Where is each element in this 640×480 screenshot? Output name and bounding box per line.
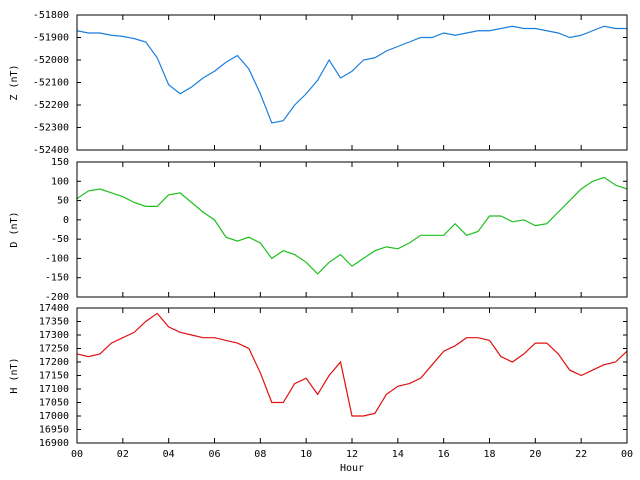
x-tick-label: 02 (117, 449, 129, 460)
y-tick-label: 100 (51, 176, 69, 187)
x-tick-label: 20 (529, 449, 541, 460)
x-tick-label: 18 (483, 449, 495, 460)
x-axis-label: Hour (340, 463, 364, 474)
y-tick-label: -150 (45, 273, 69, 284)
y-tick-label: -100 (45, 253, 69, 264)
x-tick-label: 16 (438, 449, 450, 460)
panel-frame (76, 14, 628, 151)
x-tick-label: 00 (621, 449, 633, 460)
y-tick-label: 17200 (39, 357, 69, 368)
y-tick-label: -52000 (33, 55, 69, 66)
y-tick-label: 17250 (39, 344, 69, 355)
y-tick-label: 0 (63, 215, 69, 226)
panel-frame (76, 307, 628, 444)
y-tick-label: 16900 (39, 438, 69, 449)
y-tick-label: 150 (51, 157, 69, 168)
y-tick-label: 17400 (39, 303, 69, 314)
y-tick-label: -200 (45, 292, 69, 303)
y-tick-label: 17000 (39, 411, 69, 422)
y-tick-label: 17300 (39, 330, 69, 341)
y-tick-label: -50 (51, 234, 69, 245)
y-tick-label: -51900 (33, 33, 69, 44)
x-tick-label: 00 (71, 449, 83, 460)
y-tick-label: 17100 (39, 384, 69, 395)
y-axis-label: Z (nT) (9, 64, 20, 100)
x-tick-label: 12 (346, 449, 358, 460)
x-tick-label: 04 (163, 449, 175, 460)
y-tick-label: 16950 (39, 425, 69, 436)
data-line (76, 312, 628, 417)
y-tick-label: -52100 (33, 78, 69, 89)
x-tick-label: 08 (254, 449, 266, 460)
panel-frame (76, 161, 628, 298)
y-tick-label: 17150 (39, 371, 69, 382)
y-tick-label: -52300 (33, 123, 69, 134)
y-tick-label: 17350 (39, 317, 69, 328)
y-tick-label: -52400 (33, 145, 69, 156)
y-axis-label: D (nT) (9, 211, 20, 247)
x-tick-label: 14 (392, 449, 404, 460)
x-tick-label: 06 (208, 449, 220, 460)
data-line (76, 25, 627, 124)
y-tick-label: 50 (57, 196, 69, 207)
y-tick-label: -51800 (33, 10, 69, 21)
y-tick-label: 17050 (39, 398, 69, 409)
x-tick-label: 22 (575, 449, 587, 460)
data-line (76, 176, 628, 275)
x-tick-label: 10 (300, 449, 312, 460)
y-axis-label: H (nT) (9, 357, 20, 393)
y-tick-label: -52200 (33, 100, 69, 111)
